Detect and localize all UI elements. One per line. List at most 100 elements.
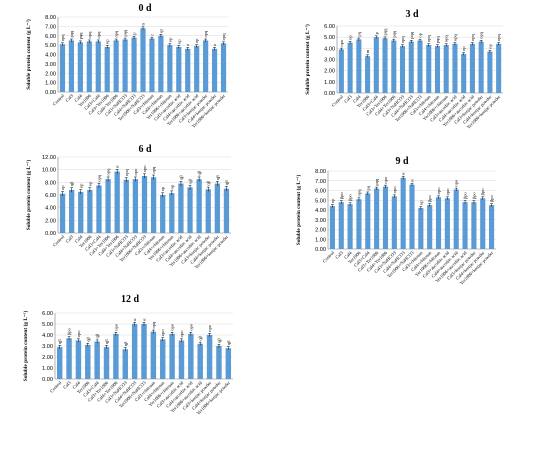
bar [196,179,202,233]
significance-label: βpo [427,195,432,203]
bar [123,179,129,233]
bar [338,202,344,249]
y-tick-label: 4.00 [315,208,326,214]
significance-label: pqq [391,30,396,38]
significance-label: op [348,35,353,40]
significance-label: op [167,37,172,42]
y-tick-label: 0.00 [324,91,335,97]
y-tick-label: 2.00 [42,355,53,361]
significance-label: opq [96,31,101,39]
y-tick-label: 2.00 [324,69,335,75]
bar [96,185,102,233]
bar [418,208,424,249]
bar [365,56,371,93]
bar [205,189,211,233]
significance-label: α [410,179,415,182]
significance-label: opq [426,35,431,43]
significance-label: opo [113,323,118,331]
significance-label: op [194,38,199,43]
significance-label: opo [207,324,212,332]
significance-label: op [176,39,181,44]
significance-label: opq [151,166,156,174]
significance-label: opq [496,33,501,41]
bar [216,346,222,379]
significance-label: op [169,184,174,189]
bar [347,204,353,249]
bar [487,51,493,93]
bar [427,205,433,249]
y-tick-label: 2.00 [45,218,56,224]
x-tick-label: Cal3 [343,94,353,104]
bar [391,40,397,93]
y-tick-label: 2.00 [315,228,326,234]
significance-label: op [87,181,92,186]
significance-label: opo [392,186,397,194]
significance-label: opo [445,188,450,196]
significance-label: opq [203,30,208,38]
significance-label: qβ [123,341,128,346]
chart-panel-6d: 6 d 0.00 2.00 4.00 6.00 8.00 10.00 12.00 Soluble… [25,144,231,270]
x-tick-label: Cal4 [74,234,84,244]
significance-label: qβ [69,181,74,186]
significance-label: op [461,46,466,51]
bar [141,176,148,233]
bar [471,202,477,249]
significance-label: α [115,165,120,168]
bar [114,171,120,233]
x-tick-label: Cal4 [343,250,353,260]
significance-label: opo [383,176,388,184]
bar [220,43,227,92]
y-tick-label: 4.00 [42,333,53,339]
significance-label: qβ [188,178,193,183]
y-tick-label: 1.00 [45,81,56,87]
bar [185,48,191,92]
bar [356,39,362,93]
bar [188,333,194,379]
bar [178,340,185,379]
bar [150,177,157,233]
y-tick-label: 8.00 [315,169,326,175]
significance-label: α [132,318,137,321]
significance-label: opq [400,36,405,44]
y-tick-label: 4.00 [45,206,56,212]
y-tick-label: 5.00 [42,322,53,328]
bar [356,199,362,249]
bar [203,40,209,92]
significance-label: βpo [67,328,72,336]
significance-label: pqq [78,32,83,40]
significance-label: opq [479,31,484,39]
bar [169,193,175,233]
y-tick-label: 3.00 [315,218,326,224]
bar [223,188,230,233]
bar [408,41,414,93]
bar [329,206,335,249]
bar [167,45,173,92]
significance-label: op [487,44,492,49]
y-axis-label: Soluble protein content (g L⁻¹) [304,24,311,95]
y-tick-label: 6.00 [324,24,335,30]
significance-label: qβ [206,180,211,185]
bar [409,184,415,249]
significance-label: op [418,200,423,205]
significance-label: opq [470,33,475,41]
significance-label: qβ [224,180,229,185]
significance-label: α [141,22,146,25]
y-tick-label: 1.00 [315,237,326,243]
x-tick-label: Cal3 [334,250,344,260]
y-axis-label: Soluble protein content (g L⁻¹) [25,19,32,90]
y-tick-label: 10.00 [42,168,56,174]
bar [187,187,193,233]
significance-label: opq [452,33,457,41]
significance-label: p [374,31,379,34]
y-tick-label: 5.00 [45,43,56,49]
bar [178,183,184,233]
y-tick-label: 6.00 [42,311,53,317]
significance-label: opo [160,329,165,337]
significance-label: pqq [409,31,414,39]
significance-label: βpo [471,192,476,200]
y-axis-label: Soluble protein content (g L⁻¹) [22,311,29,382]
y-tick-label: 8.00 [45,15,56,21]
bar [206,335,213,379]
bar [469,43,475,93]
significance-label: opo [133,168,138,176]
